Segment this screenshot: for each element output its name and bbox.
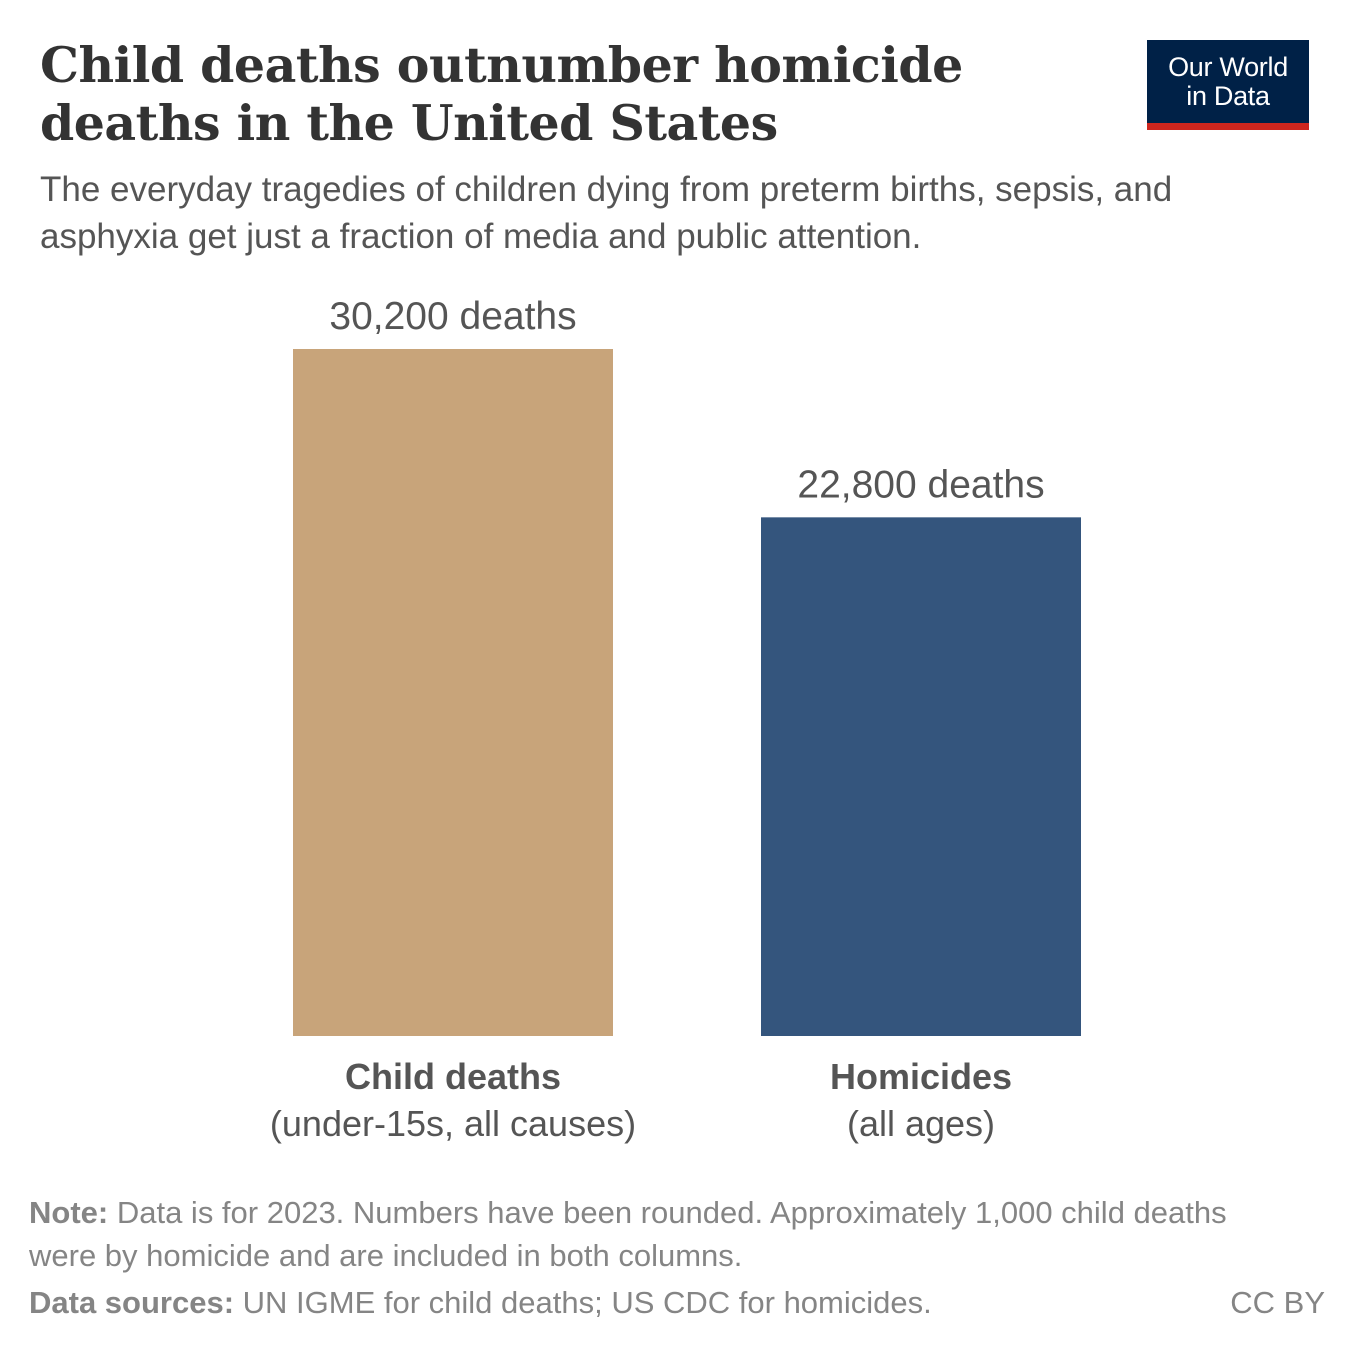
data-sources: Data sources: UN IGME for child deaths; … xyxy=(29,1281,932,1324)
category-label-homicides: Homicides xyxy=(830,1056,1012,1097)
sources-text: UN IGME for child deaths; US CDC for hom… xyxy=(234,1285,932,1320)
bar-homicides xyxy=(761,517,1081,1036)
category-label-child-deaths: Child deaths xyxy=(345,1056,561,1097)
owid-logo[interactable]: Our World in Data xyxy=(1147,40,1309,130)
chart-note: Note: Data is for 2023. Numbers have bee… xyxy=(29,1191,1279,1277)
logo-text-line1: Our World xyxy=(1168,51,1288,82)
sources-label: Data sources: xyxy=(29,1285,235,1320)
chart-subtitle: The everyday tragedies of children dying… xyxy=(40,170,1173,256)
note-text: Data is for 2023. Numbers have been roun… xyxy=(29,1195,1227,1273)
bar-child-deaths xyxy=(293,349,613,1036)
data-label-child-deaths: 30,200 deaths xyxy=(329,295,576,338)
category-sublabel-child-deaths: (under-15s, all causes) xyxy=(270,1103,636,1144)
data-label-homicides: 22,800 deaths xyxy=(797,463,1044,506)
logo-text-line2: in Data xyxy=(1186,80,1270,111)
note-label: Note: xyxy=(29,1195,109,1230)
license-link[interactable]: CC BY xyxy=(1230,1285,1325,1320)
category-sublabel-homicides: (all ages) xyxy=(847,1103,995,1144)
chart-title: Child deaths outnumber homicide deaths i… xyxy=(40,36,963,152)
bar-chart: 30,200 deaths Child deaths (under-15s, all… xyxy=(270,295,1081,1144)
